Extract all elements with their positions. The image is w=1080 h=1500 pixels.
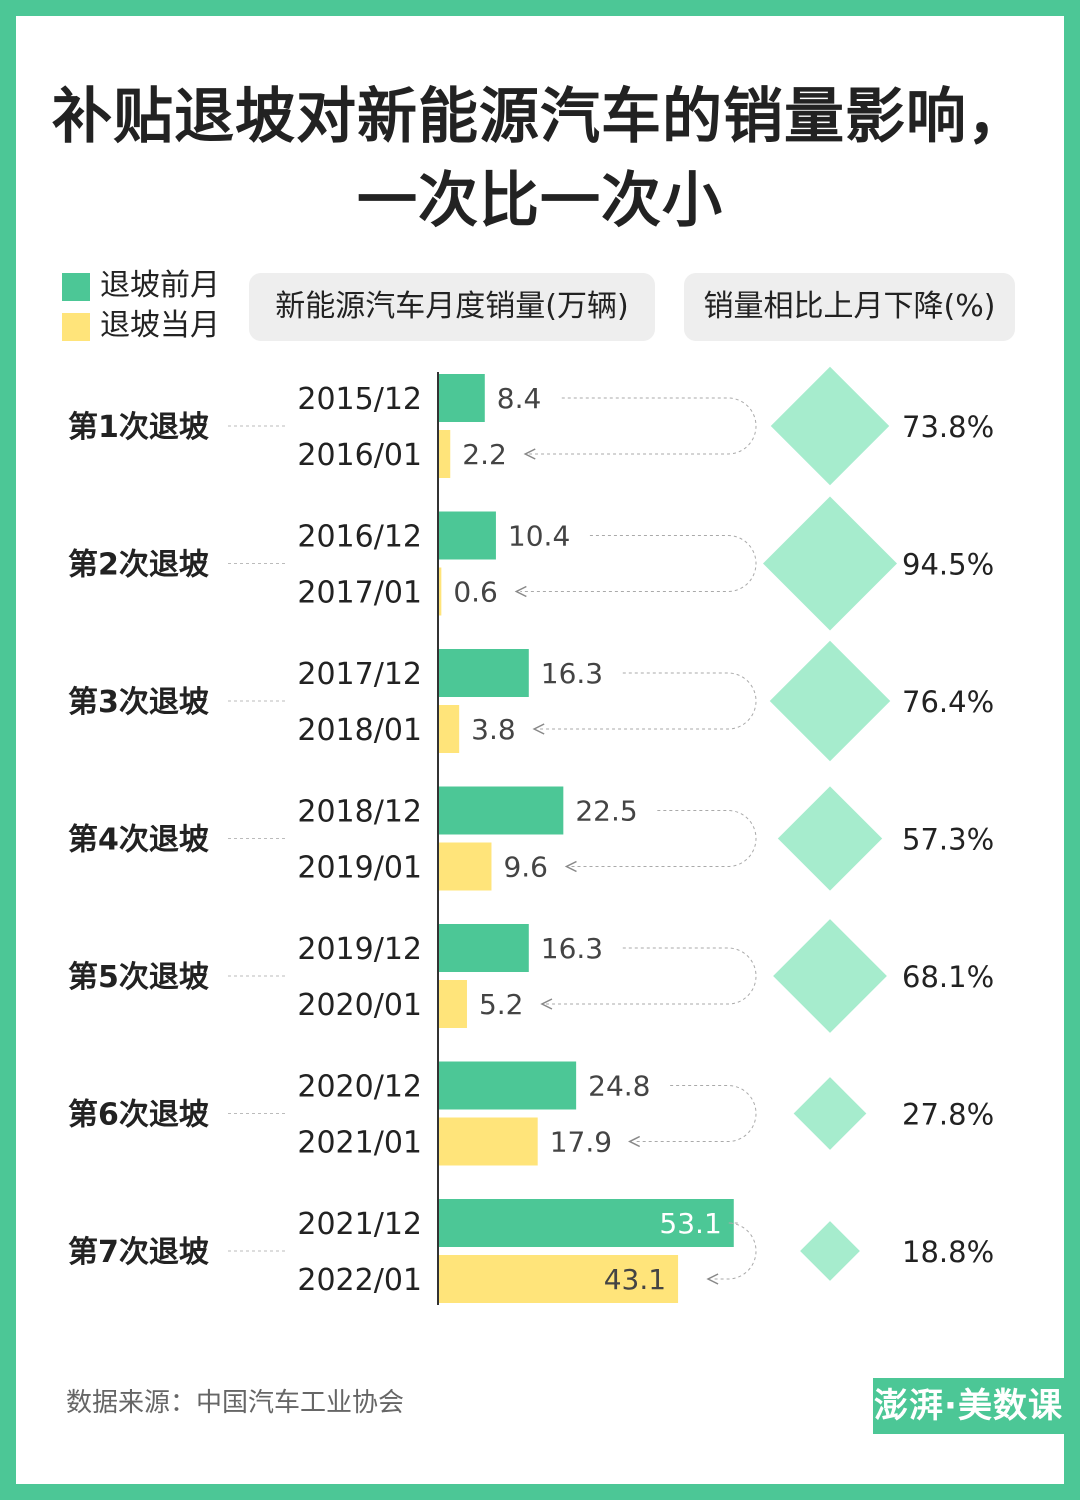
bar-before <box>438 924 529 972</box>
decline-diamond <box>773 919 887 1033</box>
infographic-card: 补贴退坡对新能源汽车的销量影响， 一次比一次小 退坡前月 退坡当月 新能源汽车月… <box>16 16 1064 1484</box>
bar-after <box>438 1117 538 1166</box>
group-label: 第4次退坡 <box>68 823 209 858</box>
bar-after <box>438 430 451 478</box>
connector-curve <box>520 535 757 592</box>
date-label: 2017/01 <box>297 576 422 611</box>
data-source: 数据来源：中国汽车工业协会 <box>66 1388 405 1418</box>
bar-after <box>438 842 492 891</box>
date-label: 2020/12 <box>297 1070 422 1105</box>
decline-label: 76.4% <box>902 685 994 719</box>
decline-label: 68.1% <box>902 960 994 994</box>
connector-curve <box>538 672 757 730</box>
connector-curve <box>712 1222 757 1280</box>
decline-diamond <box>777 786 883 891</box>
bar-before <box>438 649 529 697</box>
decline-diamond <box>793 1077 867 1150</box>
date-label: 2019/01 <box>297 851 422 886</box>
decline-diamond <box>770 366 890 486</box>
group-label: 第7次退坡 <box>68 1235 209 1270</box>
group-label: 第3次退坡 <box>68 685 209 720</box>
decline-label: 27.8% <box>902 1098 994 1132</box>
date-label: 2016/01 <box>297 438 422 473</box>
value-label-before: 10.4 <box>508 520 570 553</box>
date-label: 2022/01 <box>297 1263 422 1298</box>
value-label-after: 3.8 <box>471 713 516 746</box>
legend-label-before: 退坡前月 <box>100 268 220 303</box>
date-label: 2018/01 <box>297 713 422 748</box>
value-label-after: 5.2 <box>479 988 524 1021</box>
date-label: 2017/12 <box>297 657 422 692</box>
decline-label: 73.8% <box>902 410 994 444</box>
value-label-before: 16.3 <box>541 932 603 965</box>
value-label-after: 2.2 <box>462 438 507 471</box>
connector-arrowhead <box>540 998 553 1010</box>
group-label: 第2次退坡 <box>68 548 209 583</box>
bar-before <box>438 511 496 560</box>
date-label: 2016/12 <box>297 520 422 555</box>
bar-after <box>438 1255 679 1303</box>
decline-diamond <box>800 1221 860 1281</box>
bar-before <box>438 1061 577 1110</box>
decline-diamond <box>763 496 897 631</box>
chart-subtitle: 一次比一次小 <box>357 166 723 236</box>
date-label: 2021/12 <box>297 1207 422 1242</box>
chart-title: 补贴退坡对新能源汽车的销量影响， <box>52 82 1028 152</box>
decline-diamond <box>769 640 891 762</box>
legend-swatch-after <box>62 313 90 341</box>
brand-logo: 澎湃·美数课 <box>873 1378 1064 1434</box>
date-label: 2015/12 <box>297 382 422 417</box>
date-label: 2018/12 <box>297 795 422 830</box>
legend-swatch-before <box>62 273 90 301</box>
legend-label-after: 退坡当月 <box>100 308 220 343</box>
value-label-after: 43.1 <box>604 1263 666 1296</box>
connector-curve <box>633 1085 757 1142</box>
connector-curve <box>570 810 757 867</box>
bar-after <box>438 567 442 616</box>
sales-column-header: 新能源汽车月度销量(万辆) <box>249 273 655 341</box>
date-label: 2021/01 <box>297 1126 422 1161</box>
value-label-before: 8.4 <box>497 382 542 415</box>
group-label: 第6次退坡 <box>68 1098 209 1133</box>
value-label-before: 24.8 <box>588 1070 650 1103</box>
connector-arrowhead <box>514 585 527 598</box>
group-label: 第5次退坡 <box>68 960 209 995</box>
bar-after <box>438 980 467 1028</box>
group-label: 第1次退坡 <box>68 410 209 445</box>
value-label-before: 53.1 <box>659 1207 721 1240</box>
value-label-after: 0.6 <box>453 576 498 609</box>
sales-decline-chart: 第1次退坡 2015/12 2016/01 8.4 2.2 73.8% 第2次退坡 2016/… <box>68 366 994 1305</box>
connector-curve <box>545 947 757 1005</box>
connector-arrowhead <box>706 1273 719 1285</box>
decline-label: 18.8% <box>902 1235 994 1269</box>
bar-before <box>438 786 564 835</box>
decline-label: 94.5% <box>902 548 994 582</box>
connector-arrowhead <box>564 860 577 873</box>
bar-before <box>438 1199 734 1247</box>
bar-before <box>438 374 485 422</box>
decline-label: 57.3% <box>902 823 994 857</box>
decline-column-header: 销量相比上月下降(%) <box>684 273 1015 341</box>
connector-arrowhead <box>532 723 545 735</box>
connector-arrowhead <box>523 448 536 460</box>
value-label-after: 17.9 <box>550 1126 612 1159</box>
date-label: 2020/01 <box>297 988 422 1023</box>
date-label: 2019/12 <box>297 932 422 967</box>
bar-after <box>438 705 460 753</box>
connector-curve <box>529 397 757 455</box>
value-label-after: 9.6 <box>503 851 548 884</box>
connector-arrowhead <box>628 1135 641 1148</box>
value-label-before: 16.3 <box>541 657 603 690</box>
value-label-before: 22.5 <box>575 795 637 828</box>
